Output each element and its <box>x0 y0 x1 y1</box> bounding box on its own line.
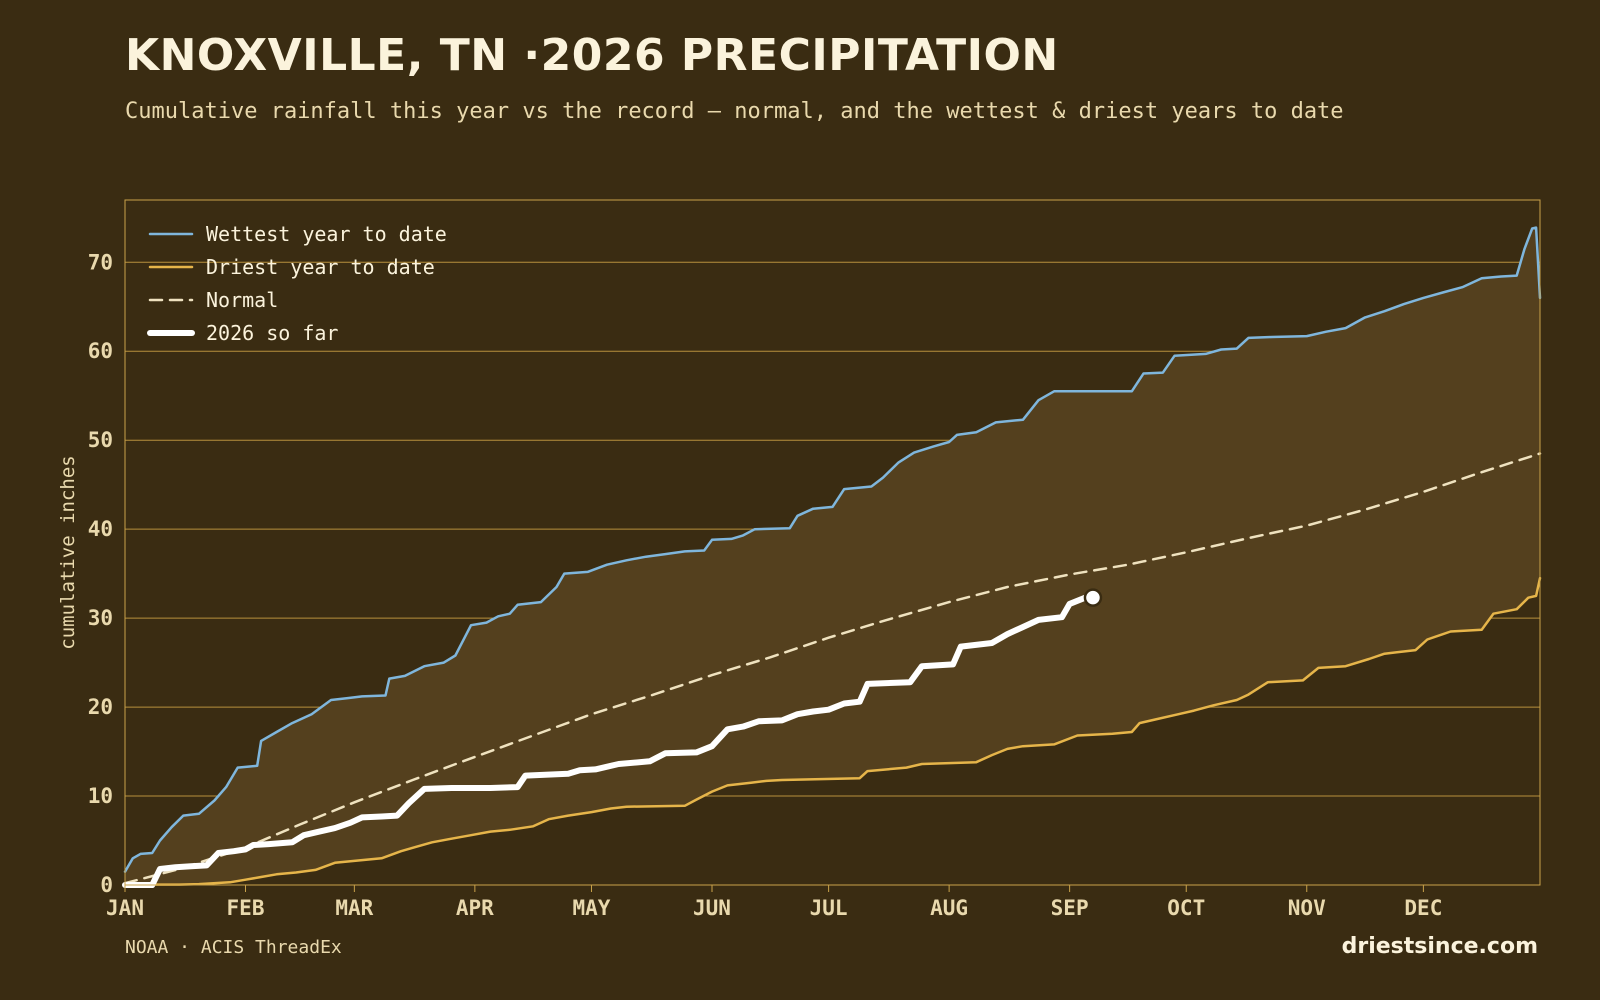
y-tick-label: 0 <box>100 873 113 897</box>
y-tick-label: 30 <box>88 606 113 630</box>
band-layer <box>125 227 1540 885</box>
axis-layer: 0 10 20 30 40 50 60 70 JAN FEB MAR APR MAY JUN JUL AUG S… <box>88 199 1541 920</box>
y-axis-label: cumulative inches <box>57 455 79 649</box>
driest-line <box>123 576 1542 886</box>
legend-label: Driest year to date <box>206 255 435 279</box>
y-tick-label: 70 <box>88 250 113 274</box>
x-tick-label-dec: DEC <box>1404 896 1442 920</box>
x-tick-label-nov: NOV <box>1288 896 1326 920</box>
y-tick-label: 40 <box>88 517 113 541</box>
x-tick-label-oct: OCT <box>1167 896 1205 920</box>
x-tick-label-mar: MAR <box>335 896 373 920</box>
y-tick-label: 10 <box>88 784 113 808</box>
plot-frame <box>124 199 1541 886</box>
x-tick-label-sep: SEP <box>1051 896 1089 920</box>
x-tick-label-jul: JUL <box>810 896 848 920</box>
current-year-line <box>122 594 1089 888</box>
x-tick-label-apr: APR <box>456 896 494 920</box>
normal-line <box>123 452 1542 885</box>
legend-label: 2026 so far <box>206 321 338 345</box>
x-tick-label-may: MAY <box>573 896 611 920</box>
page-subtitle: Cumulative rainfall this year vs the rec… <box>125 99 1344 124</box>
y-tick-label: 60 <box>88 339 113 363</box>
page-title: KNOXVILLE, TN ·2026 PRECIPITATION <box>125 30 1059 81</box>
legend: Wettest year to date Driest year to date N… <box>147 222 447 345</box>
y-tick-label: 50 <box>88 428 113 452</box>
y-tick-label: 20 <box>88 695 113 719</box>
x-tick-label-feb: FEB <box>227 896 265 920</box>
brand-link[interactable]: driestsince.com <box>1341 934 1538 959</box>
legend-label: Normal <box>206 288 278 312</box>
range-band <box>125 227 1540 885</box>
x-tick-label-aug: AUG <box>930 896 968 920</box>
wettest-line <box>123 226 1542 873</box>
current-marker <box>1083 588 1103 607</box>
source-credit: NOAA · ACIS ThreadEx <box>125 937 342 958</box>
legend-label: Wettest year to date <box>206 222 447 246</box>
x-tick-label-jan: JAN <box>106 896 144 920</box>
x-tick-label-jun: JUN <box>693 896 731 920</box>
series-layer <box>122 226 1542 888</box>
